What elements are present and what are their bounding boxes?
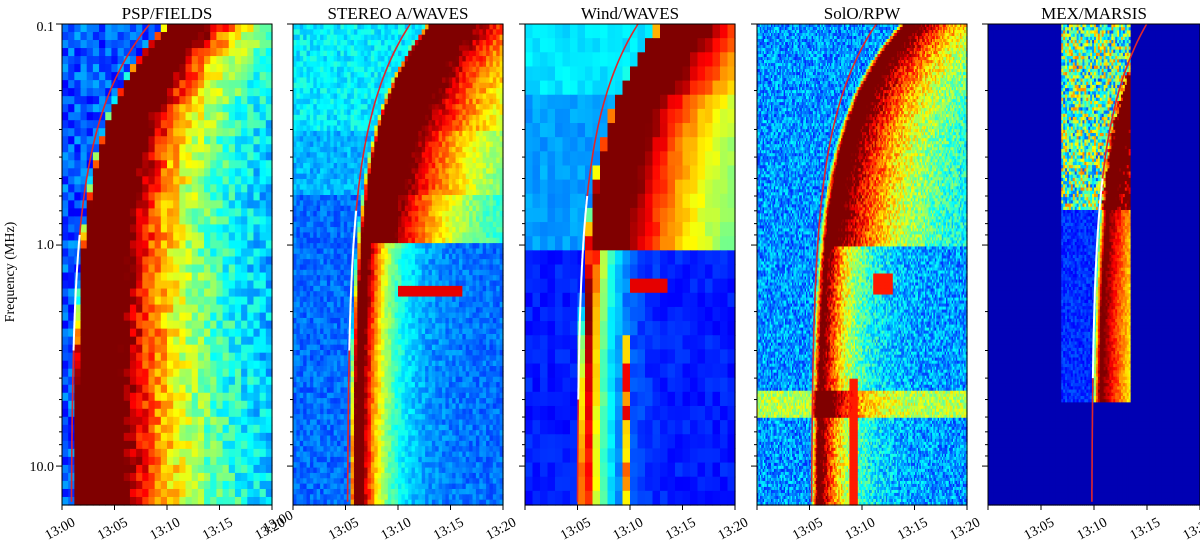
- x-tick-label: 13:05: [1022, 515, 1057, 543]
- x-tick-label: 13:20: [484, 515, 519, 543]
- x-tick-label: 13:05: [558, 515, 593, 543]
- x-tick-label: 13:20: [1181, 515, 1200, 543]
- spectrogram-cells: [988, 24, 1200, 506]
- x-tick-label: 13:10: [843, 515, 878, 543]
- spectrogram-cells: [525, 24, 736, 506]
- panel-5: MEX/MARSIS 13:05 13:10 13:15 13:20: [982, 4, 1200, 544]
- panel-4: SolO/RPW 13:05 13:10 13:15 13:20: [751, 4, 983, 544]
- panel-title: PSP/FIELDS: [122, 4, 213, 23]
- y-axis-label: Frequency (MHz): [3, 221, 18, 322]
- x-tick-label: 13:15: [200, 515, 235, 543]
- x-tick-label: 13:15: [663, 515, 698, 543]
- x-tick-label: 13:15: [895, 515, 930, 543]
- panel-title: Wind/WAVES: [581, 4, 679, 23]
- panel-2: STEREO A/WAVES 13:05 13:10 13:15 13:20: [287, 4, 519, 544]
- panel-title: SolO/RPW: [824, 4, 901, 23]
- spectrogram-cells: [293, 24, 504, 506]
- x-tick-label: 13:15: [1128, 515, 1163, 543]
- spectrogram-cells: [62, 24, 273, 506]
- y-tick-label-0.1: 0.1: [37, 20, 55, 35]
- panel-title: STEREO A/WAVES: [328, 4, 469, 23]
- x-tick-label: 13:05: [326, 515, 361, 543]
- x-tick-label: 13:20: [716, 515, 751, 543]
- x-tick-label: 13:10: [148, 515, 183, 543]
- y-tick-labels: 0.1 1.0 10.0: [30, 20, 55, 475]
- x-tick-label: 13:10: [379, 515, 414, 543]
- x-tick-label: 13:10: [1075, 515, 1110, 543]
- y-tick-label-10.0: 10.0: [30, 460, 55, 475]
- x-tick-label: 13:05: [790, 515, 825, 543]
- x-tick-label: 13:10: [611, 515, 646, 543]
- x-tick-label: 13:05: [95, 515, 130, 543]
- panel-title: MEX/MARSIS: [1041, 4, 1147, 23]
- x-tick-label: 13:20: [948, 515, 983, 543]
- x-tick-label: 13:00: [43, 515, 78, 543]
- y-tick-label-1.0: 1.0: [37, 238, 55, 253]
- panel-3: Wind/WAVES 13:05 13:10 13:15 13:20: [519, 4, 751, 544]
- x-tick-label: 13:15: [431, 515, 466, 543]
- spectrogram-cells: [757, 24, 968, 506]
